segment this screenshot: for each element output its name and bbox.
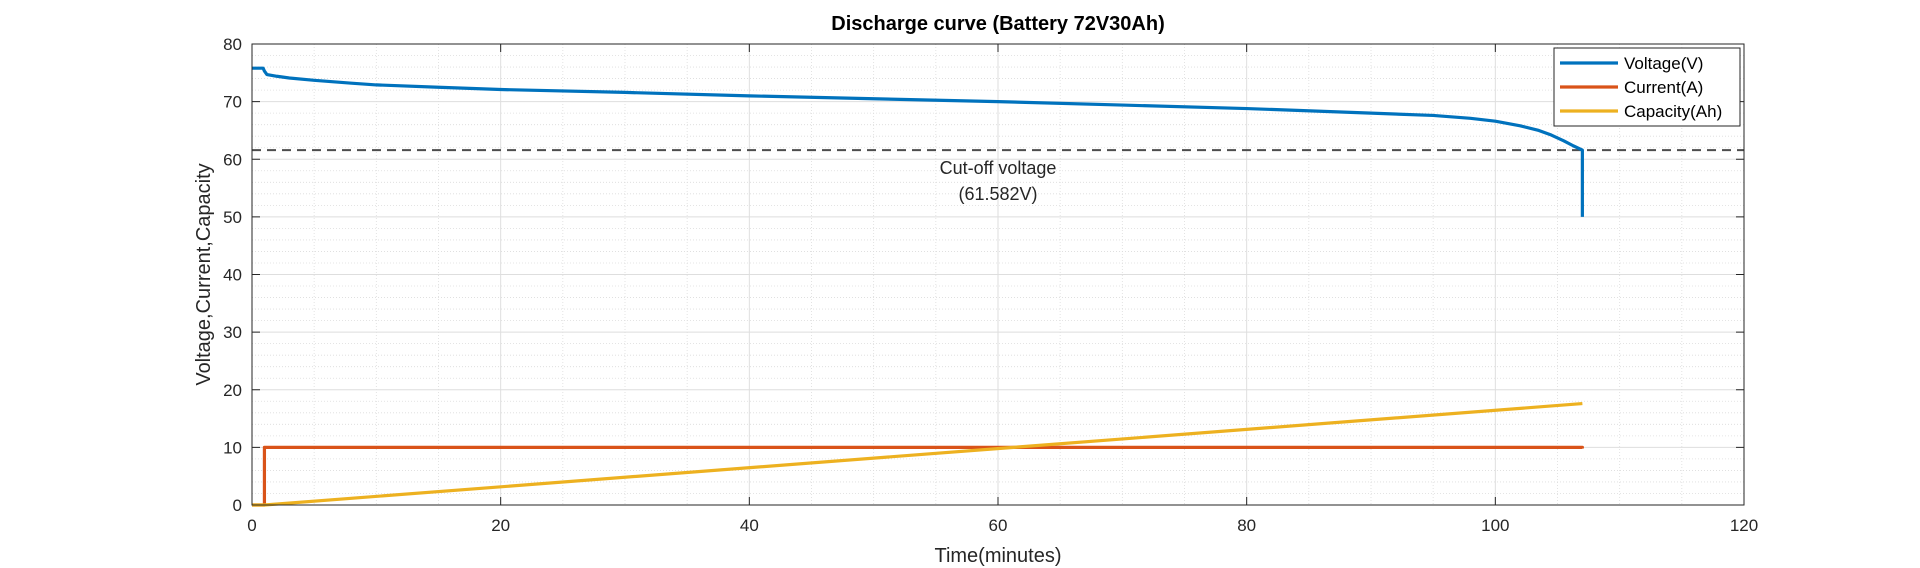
y-tick-label: 60 [223, 150, 242, 169]
x-tick-label: 20 [491, 516, 510, 535]
x-tick-label: 0 [247, 516, 256, 535]
x-tick-labels: 0 20 40 60 80 100 120 [247, 516, 1758, 535]
minor-grid [252, 44, 1744, 505]
y-tick-label: 80 [223, 35, 242, 54]
y-tick-label: 70 [223, 93, 242, 112]
y-tick-label: 40 [223, 266, 242, 285]
x-tick-label: 120 [1730, 516, 1758, 535]
y-tick-label: 0 [233, 496, 242, 515]
x-tick-label: 80 [1237, 516, 1256, 535]
legend-label: Voltage(V) [1624, 54, 1703, 73]
series-line-voltage-v [252, 66, 1584, 217]
y-tick-label: 10 [223, 438, 242, 457]
x-axis-title: Time(minutes) [934, 545, 1061, 567]
y-tick-labels: 0 10 20 30 40 50 60 70 80 [223, 35, 242, 515]
x-tick-label: 40 [740, 516, 759, 535]
axis-ticks [251, 43, 1745, 506]
legend: Voltage(V) Current(A) Capacity(Ah) [1553, 47, 1741, 127]
y-tick-label: 30 [223, 323, 242, 342]
y-tick-label: 50 [223, 208, 242, 227]
cutoff-voltage-annotation-line: (61.582V) [958, 184, 1037, 204]
x-tick-label: 60 [989, 516, 1008, 535]
annotations: Cut-off voltage (61.582V) [940, 158, 1057, 204]
cutoff-voltage-annotation-line: Cut-off voltage [940, 158, 1057, 178]
x-tick-label: 100 [1481, 516, 1509, 535]
chart-title: Discharge curve (Battery 72V30Ah) [831, 13, 1164, 35]
y-axis-title: Voltage,Current,Capacity [193, 163, 215, 385]
legend-label: Current(A) [1624, 78, 1703, 97]
y-tick-label: 20 [223, 381, 242, 400]
legend-label: Capacity(Ah) [1624, 102, 1722, 121]
